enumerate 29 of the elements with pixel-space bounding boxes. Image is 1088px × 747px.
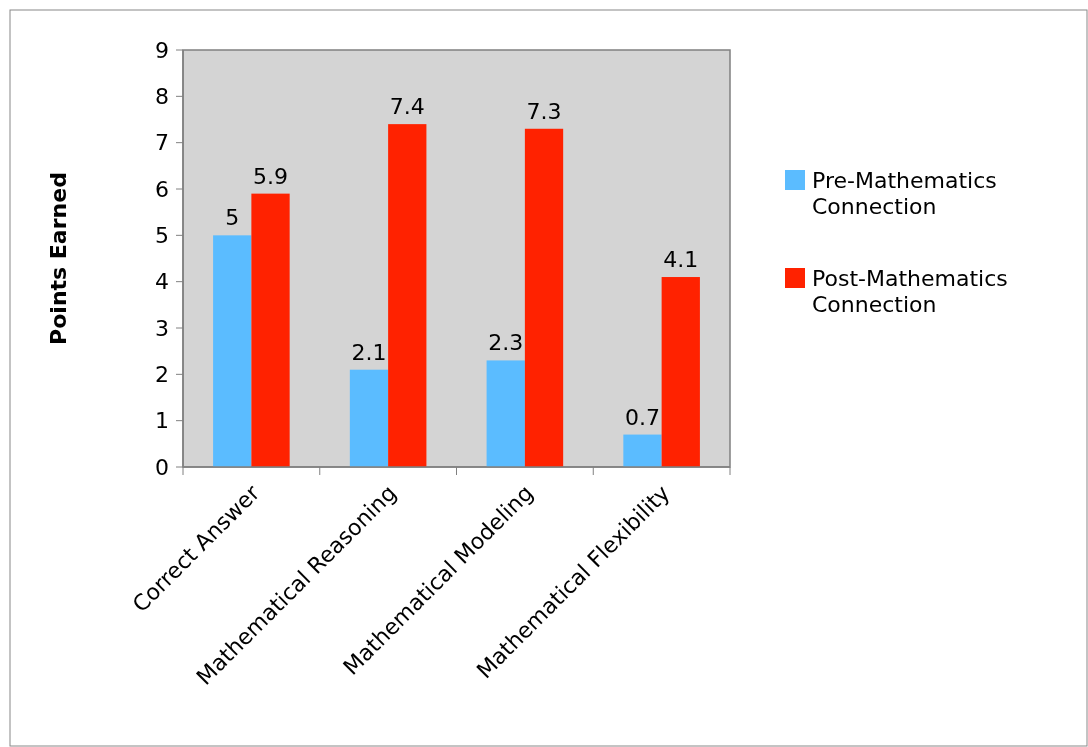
y-axis-title: Points Earned: [46, 172, 71, 345]
y-tick-label: 2: [155, 362, 169, 388]
y-tick-label: 0: [155, 454, 169, 480]
y-tick-label: 4: [155, 269, 169, 295]
bar: [524, 128, 564, 467]
data-label: 7.3: [526, 98, 562, 124]
y-tick-label: 7: [155, 130, 169, 156]
bar: [251, 193, 290, 467]
bar: [388, 124, 427, 467]
legend-label: Post-Mathematics Connection: [812, 265, 1008, 318]
y-tick-label: 1: [155, 408, 169, 434]
bar: [661, 277, 700, 467]
data-label: 7.4: [389, 94, 425, 120]
y-tick-label: 9: [155, 37, 169, 63]
y-tick-label: 6: [155, 176, 169, 202]
data-label: 4.1: [663, 247, 699, 273]
data-label: 5: [225, 205, 240, 231]
bar: [213, 235, 252, 467]
bar: [349, 369, 389, 467]
bar: [486, 360, 525, 467]
data-label: 2.3: [488, 330, 524, 356]
data-label: 2.1: [351, 339, 387, 365]
legend-label: Pre-Mathematics Connection: [812, 167, 997, 220]
bar: [623, 434, 662, 467]
y-tick-label: 8: [155, 84, 169, 110]
y-tick-label: 5: [155, 223, 169, 249]
data-label: 0.7: [624, 404, 660, 430]
data-label: 5.9: [253, 163, 289, 189]
y-tick-label: 3: [155, 315, 169, 341]
